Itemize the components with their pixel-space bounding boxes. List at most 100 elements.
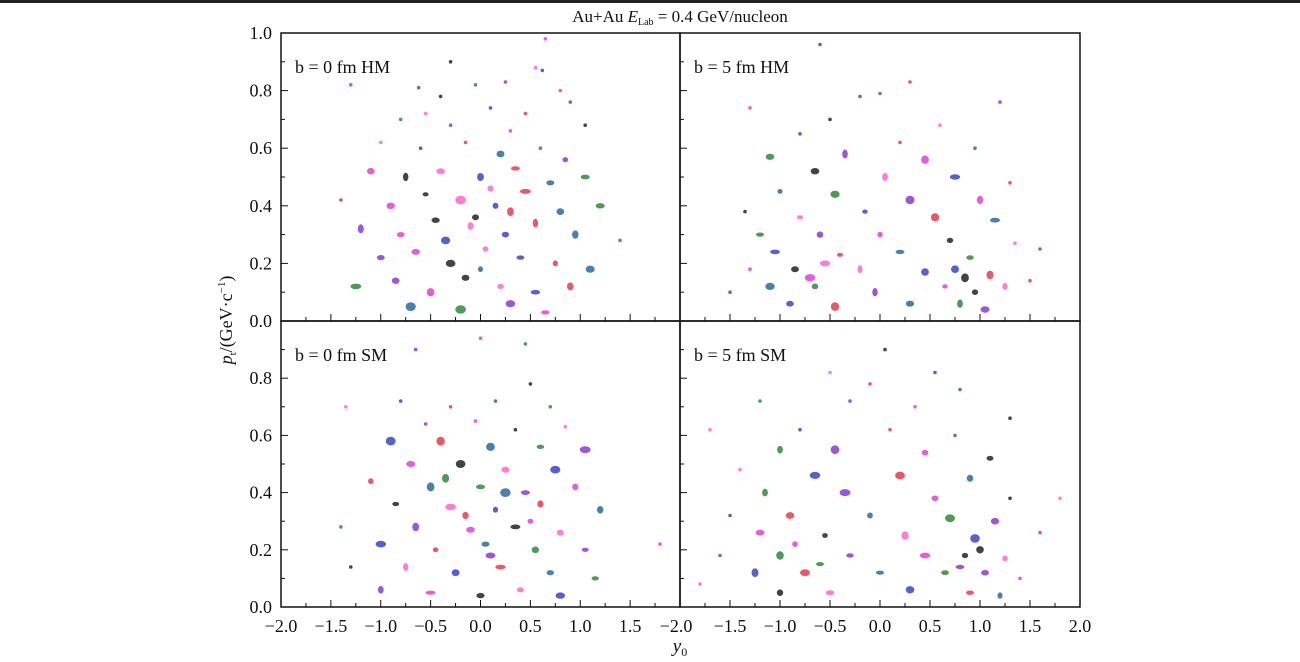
- data-point: [425, 590, 436, 595]
- data-point: [777, 445, 783, 454]
- data-point: [976, 546, 984, 554]
- data-point: [800, 569, 810, 577]
- panel-4: b = 5 fm SM: [679, 320, 1081, 608]
- x-tick-label: −0.5: [414, 616, 447, 636]
- y-tick-label: 0.6: [250, 138, 273, 158]
- panel-3: b = 0 fm SM: [280, 320, 681, 608]
- data-point: [496, 150, 505, 158]
- data-point: [905, 586, 915, 594]
- data-point: [728, 513, 732, 518]
- data-point: [931, 495, 939, 502]
- data-point: [953, 433, 957, 438]
- data-point: [809, 471, 821, 479]
- data-point: [804, 274, 816, 282]
- x-tick-label: −1.5: [315, 616, 348, 636]
- data-point: [941, 570, 949, 576]
- data-point: [743, 209, 747, 214]
- data-point: [756, 232, 764, 237]
- data-point: [520, 490, 530, 495]
- data-point: [462, 511, 469, 520]
- top-border: [0, 0, 1300, 3]
- data-point: [938, 123, 942, 127]
- data-point: [580, 174, 590, 180]
- data-point: [398, 399, 403, 403]
- data-point: [1018, 576, 1022, 581]
- data-point: [398, 117, 403, 122]
- data-point: [391, 277, 400, 284]
- data-point: [877, 231, 883, 238]
- data-point: [765, 153, 775, 160]
- data-point: [868, 382, 872, 386]
- x-tick-label: −1.0: [764, 616, 797, 636]
- data-point: [839, 489, 851, 497]
- data-point: [500, 488, 511, 497]
- data-point: [830, 445, 840, 455]
- data-point: [591, 576, 599, 581]
- data-point: [379, 140, 383, 145]
- data-point: [819, 260, 831, 267]
- data-point: [505, 300, 516, 308]
- data-point: [905, 300, 915, 307]
- y-tick-label: 1.0: [250, 23, 273, 43]
- data-point: [882, 173, 888, 181]
- data-point: [367, 167, 375, 175]
- data-point: [445, 259, 456, 267]
- data-point: [921, 449, 929, 456]
- data-point: [567, 282, 574, 291]
- data-point: [1008, 496, 1012, 501]
- data-point: [486, 442, 495, 451]
- data-point: [350, 283, 362, 290]
- data-point: [546, 570, 554, 576]
- data-point: [495, 564, 506, 570]
- y-axis-label: pt/(GeV·c−1): [216, 276, 239, 367]
- data-point: [1028, 278, 1032, 283]
- x-axis-label: y0: [671, 636, 687, 659]
- data-point: [416, 85, 421, 90]
- data-point: [461, 274, 470, 281]
- panel-label: b = 5 fm HM: [694, 57, 789, 77]
- data-point: [556, 208, 565, 216]
- data-point: [898, 140, 902, 145]
- data-point: [466, 526, 475, 533]
- data-point: [776, 551, 784, 560]
- y-tick-label: 0.8: [250, 81, 273, 101]
- data-point: [980, 306, 990, 313]
- data-point: [618, 238, 622, 243]
- data-point: [957, 299, 963, 308]
- data-point: [546, 180, 555, 186]
- data-point: [958, 387, 962, 392]
- data-point: [798, 427, 802, 432]
- data-point: [349, 565, 353, 569]
- data-point: [563, 425, 568, 429]
- data-point: [510, 524, 521, 530]
- data-point: [492, 506, 499, 513]
- data-point: [883, 347, 887, 352]
- data-point: [966, 474, 974, 482]
- data-point: [955, 564, 965, 570]
- data-point: [776, 589, 784, 596]
- data-point: [426, 288, 435, 297]
- data-point: [392, 501, 400, 507]
- data-point: [533, 65, 538, 70]
- data-point: [966, 590, 974, 595]
- data-point: [540, 68, 545, 73]
- data-point: [508, 129, 513, 133]
- data-point: [986, 270, 994, 280]
- y-tick-label: 0.0: [250, 311, 273, 331]
- x-tick-label: −2.0: [265, 616, 298, 636]
- data-point: [895, 249, 905, 255]
- data-point: [895, 471, 905, 480]
- x-tick-label: −1.0: [364, 616, 397, 636]
- data-point: [463, 140, 468, 145]
- data-point: [482, 246, 489, 252]
- x-tick-label: 0.0: [869, 616, 892, 636]
- data-point: [422, 192, 429, 197]
- data-point: [828, 370, 832, 375]
- data-point: [908, 80, 912, 84]
- data-point: [432, 547, 439, 553]
- data-point: [431, 217, 440, 223]
- data-point: [339, 198, 343, 202]
- data-point: [523, 111, 528, 116]
- data-point: [357, 224, 364, 234]
- data-point: [485, 552, 496, 559]
